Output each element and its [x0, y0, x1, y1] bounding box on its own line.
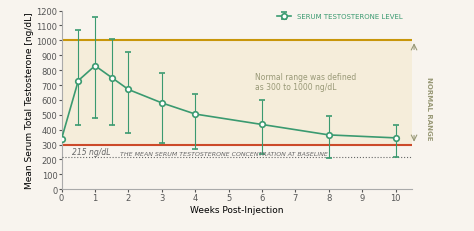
Text: NORMAL RANGE: NORMAL RANGE — [426, 77, 432, 140]
Y-axis label: Mean Serum Total Testosterone [ng/dL]: Mean Serum Total Testosterone [ng/dL] — [25, 12, 34, 188]
Text: 215 ng/dL: 215 ng/dL — [73, 147, 111, 156]
Text: Normal range was defined
as 300 to 1000 ng/dL: Normal range was defined as 300 to 1000 … — [255, 72, 356, 92]
Bar — [62, 41, 412, 145]
X-axis label: Weeks Post-Injection: Weeks Post-Injection — [190, 205, 284, 214]
Legend: SERUM TESTOSTERONE LEVEL: SERUM TESTOSTERONE LEVEL — [274, 12, 405, 23]
Text: THE MEAN SERUM TESTOSTERONE CONCENTRATION AT BASELINE: THE MEAN SERUM TESTOSTERONE CONCENTRATIO… — [120, 151, 328, 156]
